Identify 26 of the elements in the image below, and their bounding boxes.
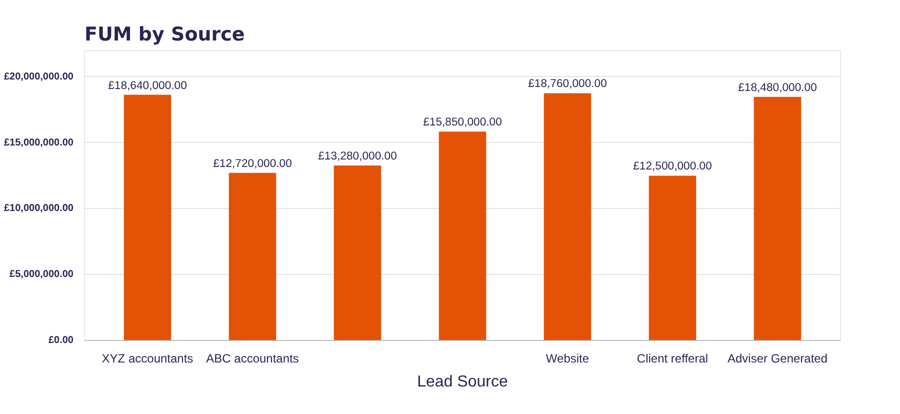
- data-label: £13,280,000.00: [318, 150, 397, 162]
- x-tick-label: ABC accountants: [206, 352, 299, 366]
- data-label: £12,500,000.00: [633, 160, 712, 173]
- x-tick-label: Client refferal: [636, 352, 708, 366]
- y-tick-label: £15,000,000.00: [4, 137, 74, 148]
- bar: [648, 176, 696, 340]
- data-label: £18,480,000.00: [738, 82, 817, 94]
- bar: [544, 93, 592, 340]
- data-label: £12,720,000.00: [213, 158, 292, 170]
- y-tick-label: £10,000,000.00: [4, 203, 74, 214]
- data-label: £18,760,000.00: [528, 78, 607, 90]
- bar: [438, 132, 486, 340]
- y-tick-label: £20,000,000.00: [4, 71, 74, 82]
- y-tick-label: £5,000,000.00: [10, 269, 74, 280]
- x-tick-label: Adviser Generated: [727, 352, 828, 366]
- x-tick-label: Website: [546, 352, 590, 366]
- y-tick-label: £0.00: [48, 335, 74, 346]
- bar: [228, 172, 276, 340]
- bar: [124, 94, 172, 340]
- data-label: £18,640,000.00: [108, 80, 187, 92]
- data-label: £15,850,000.00: [423, 116, 502, 129]
- x-tick-label: XYZ accountants: [102, 352, 194, 366]
- chart-title: FUM by Source: [84, 24, 245, 46]
- bar: [754, 96, 802, 340]
- x-axis-title: Lead Source: [417, 374, 508, 390]
- bar: [334, 165, 382, 340]
